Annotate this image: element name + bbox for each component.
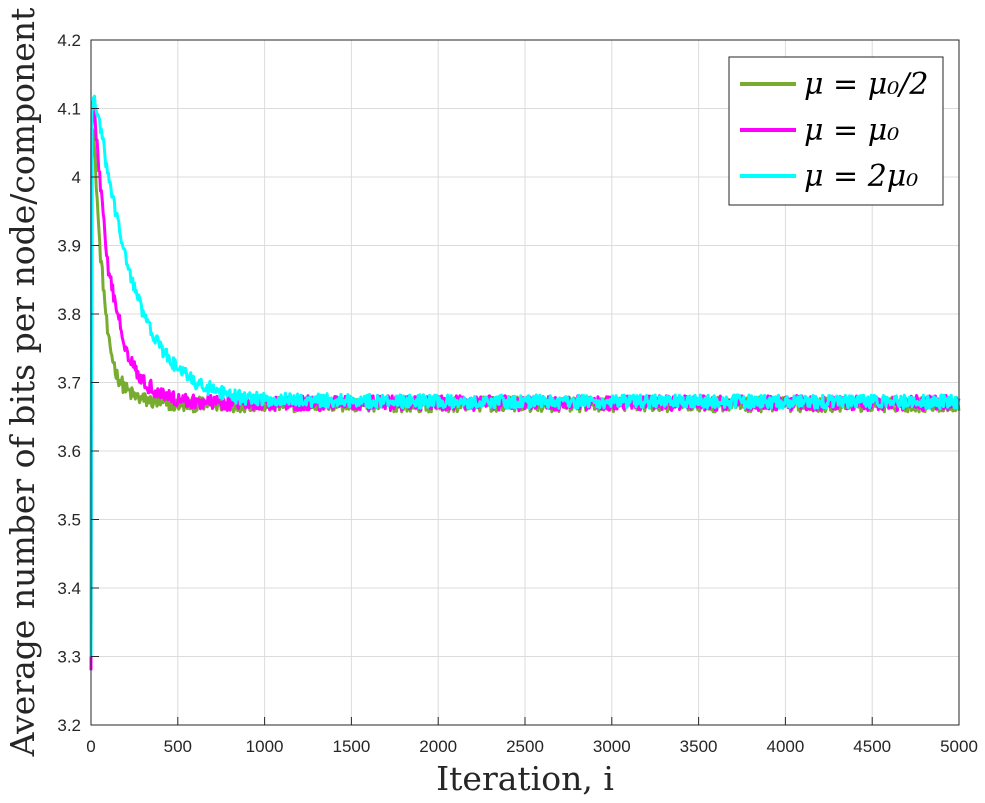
y-tick-label: 3.8 (57, 305, 81, 324)
y-tick-label: 4 (72, 168, 81, 187)
x-tick-label: 2000 (419, 737, 457, 756)
legend-items: μ = μ₀/2 μ = μ₀ μ = 2μ₀ (740, 67, 928, 194)
x-tick-label: 4000 (766, 737, 804, 756)
y-tick-label: 3.7 (57, 374, 81, 393)
legend-label: μ = μ₀ (804, 113, 899, 148)
legend: μ = μ₀/2 μ = μ₀ μ = 2μ₀ (728, 56, 944, 206)
series-line-3 (89, 94, 961, 657)
y-tick-label: 4.1 (57, 100, 81, 119)
x-tick-label: 2500 (506, 737, 544, 756)
x-axis-title: Iteration, i (436, 759, 614, 798)
y-tick-label: 3.9 (57, 237, 81, 256)
legend-label: μ = μ₀/2 (804, 67, 928, 102)
x-tick-label: 500 (164, 737, 192, 756)
x-tick-label: 0 (86, 737, 95, 756)
x-tick-label: 3000 (593, 737, 631, 756)
x-axis-ticks: 0 500 1000 1500 2000 2500 3000 3500 4000 4500 5000 (86, 717, 978, 756)
x-tick-label: 4500 (853, 737, 891, 756)
x-tick-label: 3500 (680, 737, 718, 756)
x-tick-label: 5000 (940, 737, 978, 756)
y-tick-label: 3.6 (57, 442, 81, 461)
y-tick-label: 3.5 (57, 511, 81, 530)
x-tick-label: 1000 (246, 737, 284, 756)
y-tick-label: 3.2 (57, 716, 81, 735)
y-tick-label: 3.4 (57, 579, 81, 598)
y-axis-title: Average number of bits per node/componen… (3, 8, 42, 758)
legend-label: μ = 2μ₀ (804, 159, 918, 194)
y-tick-label: 3.3 (57, 648, 81, 667)
y-axis-ticks: 3.2 3.3 3.4 3.5 3.6 3.7 3.8 3.9 4 4.1 4.2 (57, 31, 99, 735)
series-layer (89, 94, 961, 671)
x-tick-label: 1500 (332, 737, 370, 756)
y-tick-label: 4.2 (57, 31, 81, 50)
